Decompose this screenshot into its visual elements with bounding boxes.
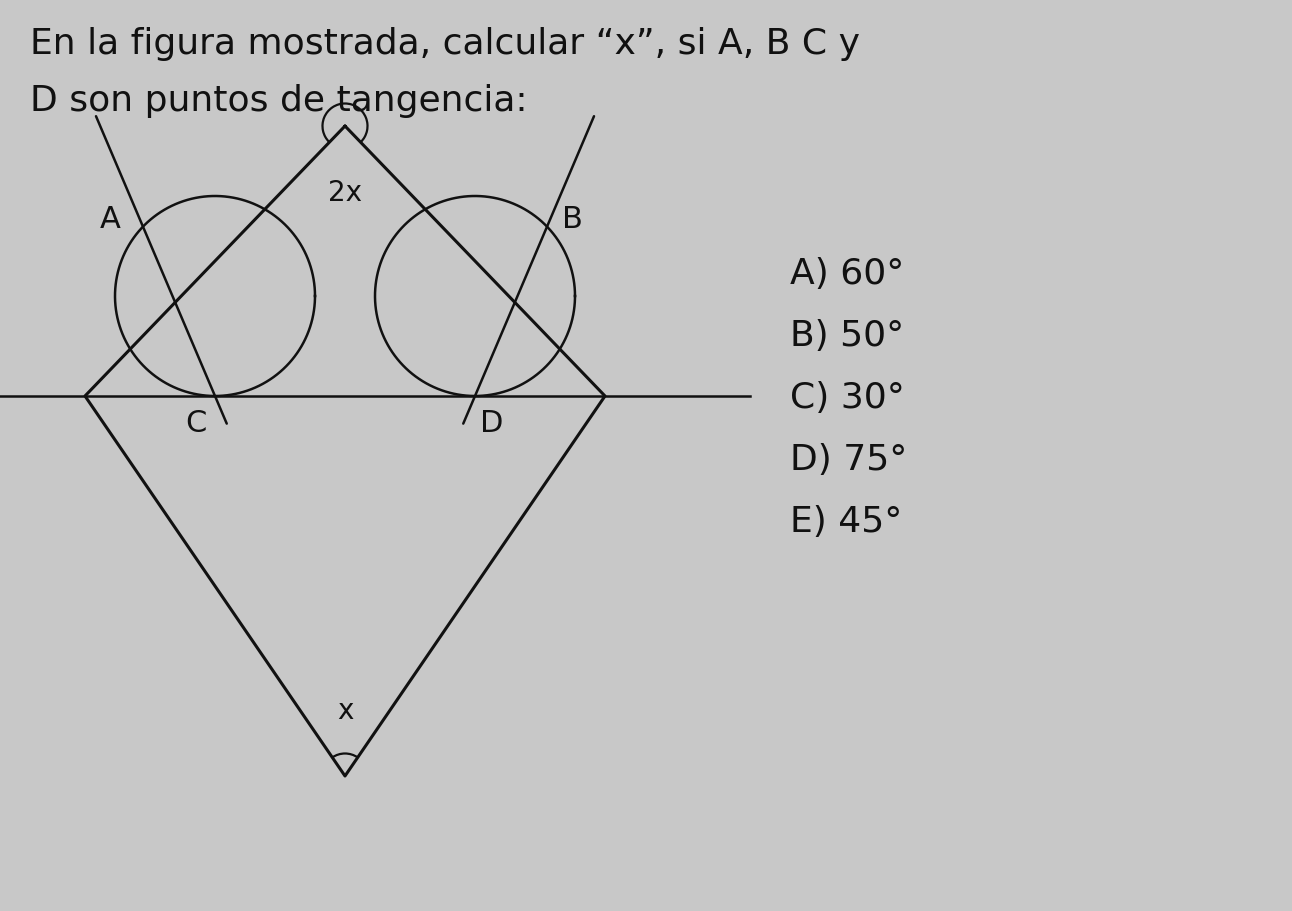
Text: A: A — [99, 205, 121, 234]
Text: B: B — [562, 205, 583, 234]
Text: x: x — [337, 696, 353, 724]
Text: C) 30°: C) 30° — [789, 381, 904, 415]
Text: D son puntos de tangencia:: D son puntos de tangencia: — [30, 84, 527, 118]
Text: En la figura mostrada, calcular “x”, si A, B C y: En la figura mostrada, calcular “x”, si … — [30, 27, 860, 61]
Text: B) 50°: B) 50° — [789, 319, 904, 353]
Text: A) 60°: A) 60° — [789, 257, 904, 291]
Text: E) 45°: E) 45° — [789, 505, 902, 538]
Text: D: D — [481, 408, 504, 437]
Text: 2x: 2x — [328, 179, 362, 207]
Text: C: C — [186, 408, 207, 437]
Text: D) 75°: D) 75° — [789, 443, 907, 476]
